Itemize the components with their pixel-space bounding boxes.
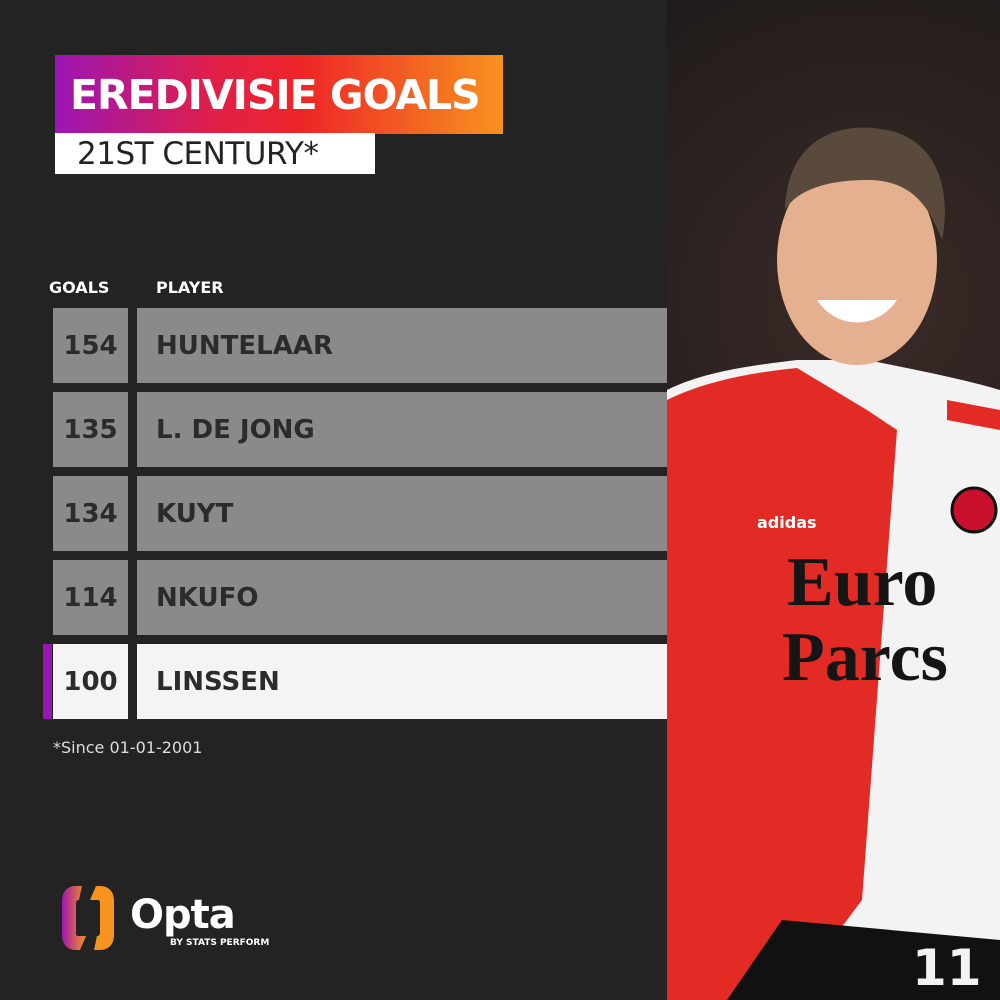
shirt-number: 11 xyxy=(912,939,982,997)
highlight-marker xyxy=(43,644,52,719)
footnote: *Since 01-01-2001 xyxy=(53,738,203,757)
table-row: 135 L. DE JONG xyxy=(53,392,667,467)
column-header-goals: GOALS xyxy=(49,278,110,297)
goals-cell: 114 xyxy=(53,560,128,635)
table-row: 114 NKUFO xyxy=(53,560,667,635)
opta-logo-icon xyxy=(62,886,114,950)
player-cell: L. DE JONG xyxy=(137,392,667,467)
table-row-highlighted: 100 LINSSEN xyxy=(43,644,667,719)
brand-tagline: BY STATS PERFORM xyxy=(170,938,270,948)
subtitle-banner: 21ST CENTURY* xyxy=(55,133,375,174)
goals-cell: 134 xyxy=(53,476,128,551)
player-cell: KUYT xyxy=(137,476,667,551)
player-cell: LINSSEN xyxy=(137,644,667,719)
kit-brand: adidas xyxy=(757,513,817,532)
goals-cell: 154 xyxy=(53,308,128,383)
table-row: 154 HUNTELAAR xyxy=(53,308,667,383)
title-banner: EREDIVISIE GOALS xyxy=(55,55,503,134)
shirt-sponsor-line2: Parcs xyxy=(782,619,948,696)
column-header-player: PLAYER xyxy=(156,278,224,297)
player-cell: HUNTELAAR xyxy=(137,308,667,383)
goals-cell: 135 xyxy=(53,392,128,467)
shirt-sponsor-line1: Euro xyxy=(787,544,937,621)
page-subtitle: 21ST CENTURY* xyxy=(77,136,319,172)
table-row: 134 KUYT xyxy=(53,476,667,551)
club-crest-icon xyxy=(950,486,998,534)
player-photo: Euro Parcs adidas 11 xyxy=(667,0,1000,1000)
brand-name: Opta xyxy=(130,892,236,938)
player-cell: NKUFO xyxy=(137,560,667,635)
goals-cell: 100 xyxy=(53,644,128,719)
page-title: EREDIVISIE GOALS xyxy=(70,71,481,119)
